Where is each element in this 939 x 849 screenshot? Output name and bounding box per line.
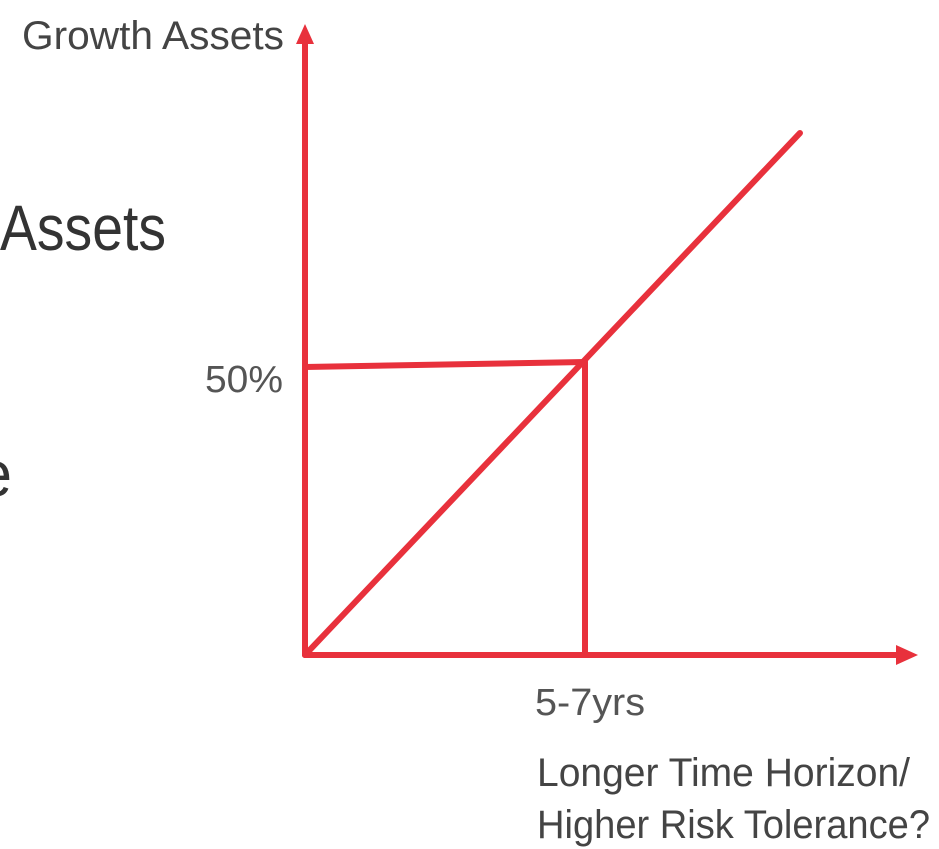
background-text: Assets <box>0 192 166 264</box>
diagonal-line <box>302 130 803 658</box>
x-marker-label: 5-7yrs <box>535 682 645 724</box>
y-axis-label: Growth Assets <box>22 14 284 58</box>
y-marker-label: 50% <box>205 359 283 401</box>
background-text: e <box>0 438 12 510</box>
horizontal-guide <box>302 359 588 370</box>
y-axis-arrow <box>296 24 314 44</box>
x-axis-label: Longer Time Horizon/ <box>537 751 911 795</box>
x-axis-arrow <box>896 645 918 665</box>
x-axis-label: Higher Risk Tolerance? <box>537 803 930 847</box>
